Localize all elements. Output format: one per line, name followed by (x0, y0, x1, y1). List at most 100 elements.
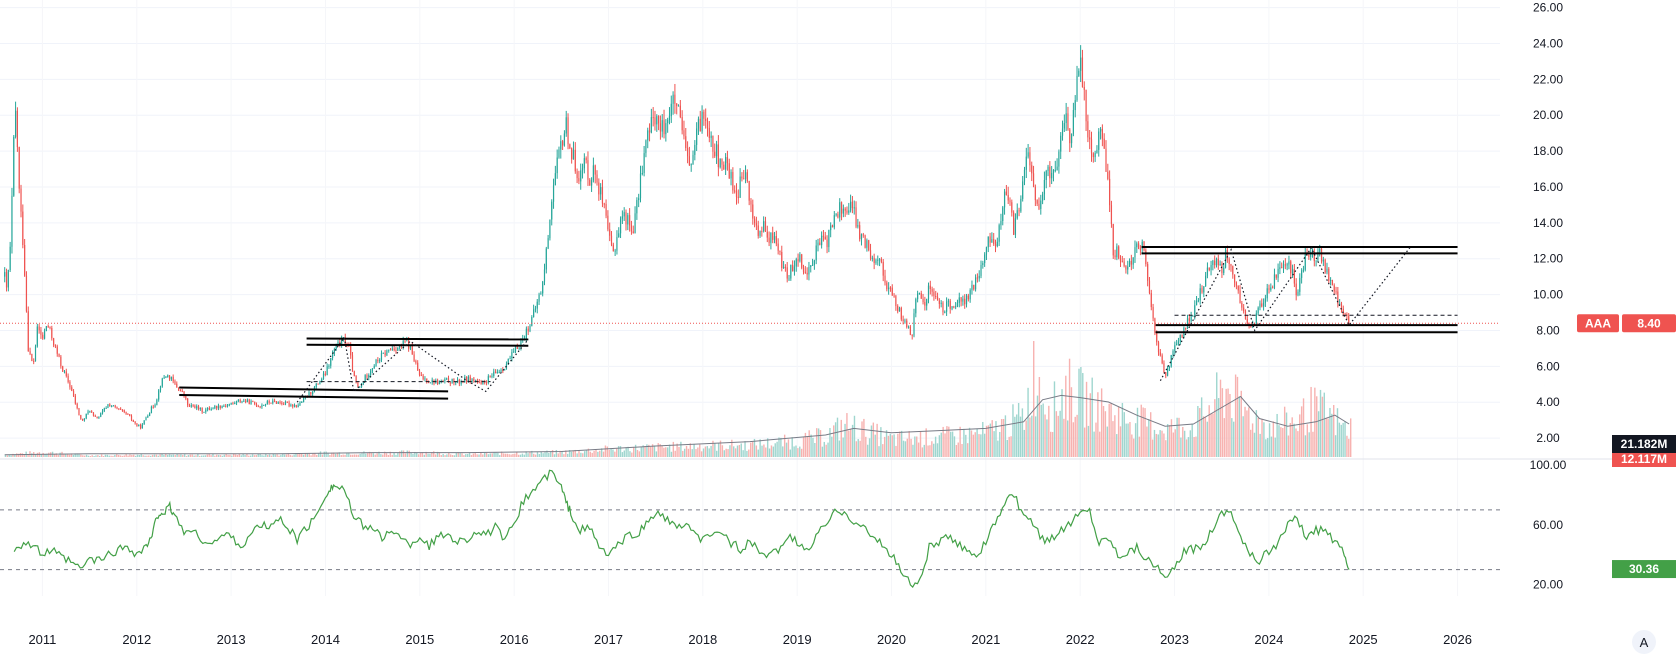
candle-body (766, 231, 768, 238)
volume-bar (8, 454, 10, 457)
price-tick-label: 2.00 (1536, 431, 1560, 445)
volume-bar (700, 451, 703, 457)
volume-bar (653, 445, 656, 457)
volume-bar (363, 451, 365, 457)
candle-body (567, 117, 569, 145)
volume-bar (1312, 431, 1314, 457)
candle-body (1080, 57, 1082, 71)
volume-bar (1138, 436, 1141, 457)
volume-bar (142, 455, 144, 457)
candle-body (168, 375, 171, 380)
volume-bar (423, 454, 425, 457)
volume-bar (757, 449, 759, 457)
candle-body (1214, 260, 1216, 266)
candle-body (1206, 267, 1209, 276)
candle-body (938, 300, 940, 304)
volume-bar (625, 447, 627, 457)
time-axis[interactable]: 2011 2012 2013 2014 2015 2016 2017 2018 2019 2020… (28, 632, 1472, 647)
candle-body (1342, 308, 1344, 314)
candle-body (1270, 287, 1272, 290)
candle-body (1201, 288, 1203, 293)
candle-body (444, 379, 446, 382)
candle-body (676, 103, 678, 106)
candle-body (889, 287, 892, 289)
volume-bar (968, 427, 971, 457)
candle-body (578, 178, 580, 182)
volume-bar (753, 438, 756, 457)
candle-body (295, 405, 297, 407)
candle-body (779, 250, 781, 252)
volume-bar (1057, 415, 1059, 457)
candle-body (13, 136, 15, 196)
candle-body (210, 408, 212, 410)
candle-body (857, 225, 859, 227)
volume-bar (319, 451, 322, 457)
volume-bar (748, 449, 750, 457)
volume-bar (365, 453, 367, 457)
candle-body (1069, 129, 1071, 144)
volume-bar (1095, 422, 1097, 457)
candle-body (621, 216, 623, 219)
candle-body (147, 415, 149, 418)
volume-bar (153, 454, 156, 457)
candle-body (677, 105, 680, 107)
candle-body (1344, 313, 1346, 315)
candle-body (614, 250, 616, 252)
volume-bar (487, 454, 490, 457)
candle-body (728, 163, 730, 179)
volume-bar (331, 452, 333, 457)
volume-bar (868, 438, 871, 457)
volume-bar (874, 434, 876, 457)
candle-body (1092, 153, 1094, 158)
candle-body (105, 408, 107, 410)
candle-body (712, 135, 714, 152)
candle-body (1205, 275, 1207, 287)
candle-body (246, 399, 249, 403)
candle-body (341, 337, 343, 346)
volume-bar (765, 447, 767, 457)
volume-bar (83, 455, 86, 457)
volume-bar (668, 444, 671, 457)
candle-body (918, 293, 921, 295)
candle-body (994, 243, 997, 247)
candle-body (69, 381, 71, 388)
volume-bar (1244, 406, 1246, 457)
volume-bar (574, 449, 576, 457)
volume-bar (1055, 411, 1058, 457)
volume-bar (1293, 423, 1295, 457)
price-axis[interactable]: 26.00 24.00 22.00 20.00 18.00 16.00 14.00 12.00… (1530, 1, 1567, 592)
volume-bar (993, 431, 995, 457)
candle-body (612, 244, 614, 252)
volume-bar (580, 452, 582, 457)
candle-body (710, 135, 712, 138)
candle-body (1165, 372, 1167, 376)
candle-body (737, 196, 739, 198)
volume-bar (674, 450, 676, 457)
volume-bar (1316, 396, 1318, 457)
volume-bar (163, 454, 165, 457)
candle-body (998, 225, 1000, 242)
candle-body (1003, 191, 1006, 208)
candle-body (254, 401, 256, 405)
candle-body (627, 215, 629, 225)
volume-bar (793, 446, 795, 457)
volume-bar (102, 456, 105, 457)
volume-bar (991, 420, 993, 457)
volume-bar (499, 455, 501, 457)
candle-body (985, 247, 988, 255)
candle-body (636, 200, 638, 214)
volume-bar (723, 450, 725, 457)
candle-body (455, 382, 457, 384)
volume-bar (1223, 418, 1225, 457)
candle-body (563, 133, 566, 146)
volume-bar (195, 455, 197, 457)
volume-bar (553, 454, 556, 457)
volume-bar (274, 454, 276, 457)
volume-bar (378, 451, 380, 457)
candle-body (1223, 267, 1225, 273)
volume-bar (1238, 396, 1241, 457)
volume-bar (731, 439, 733, 457)
auto-scale-button[interactable]: A (1632, 630, 1656, 654)
